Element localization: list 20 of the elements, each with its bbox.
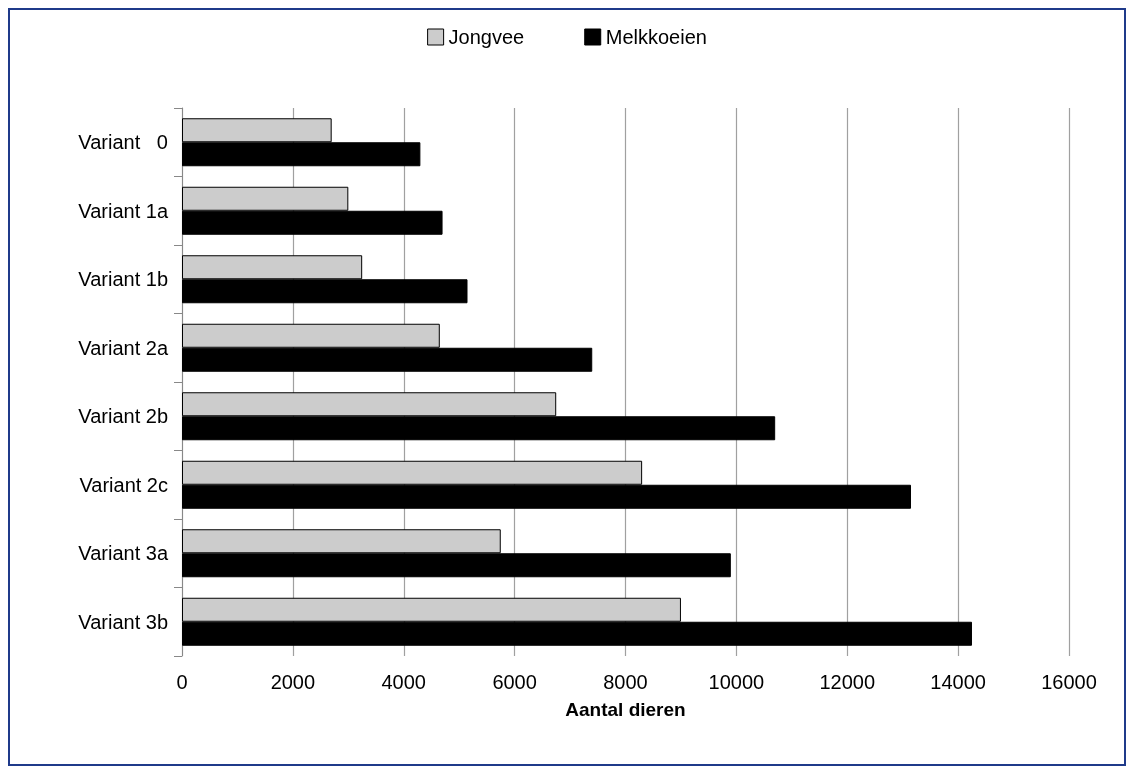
y-tick-label: Variant 1b [78,268,168,291]
x-tick-label: 2000 [270,671,316,693]
x-tick-label: 6000 [492,671,537,693]
x-tick-label: 4000 [381,671,426,693]
y-tick-label: Variant 1a [78,199,169,222]
x-axis-title: Aantal dieren [565,699,686,720]
legend-label: Melkkoeien [605,26,707,48]
x-tick-label: 14000 [930,671,986,693]
y-tick-label: Variant 0 [78,131,168,154]
x-tick-label: 16000 [1041,671,1097,693]
y-tick-label: Variant 3b [78,610,168,633]
x-tick-label: 0 [176,671,188,693]
y-tick-label: Variant 3a [78,542,169,565]
legend-label: Jongvee [448,26,525,48]
y-tick-label: Variant 2b [78,405,168,428]
x-tick-label: 10000 [708,671,765,693]
x-tick-label: 8000 [603,671,648,693]
x-tick-label: 12000 [819,671,876,693]
y-tick-label: Variant 2a [78,336,169,359]
y-tick-label: Variant 2c [79,473,168,496]
